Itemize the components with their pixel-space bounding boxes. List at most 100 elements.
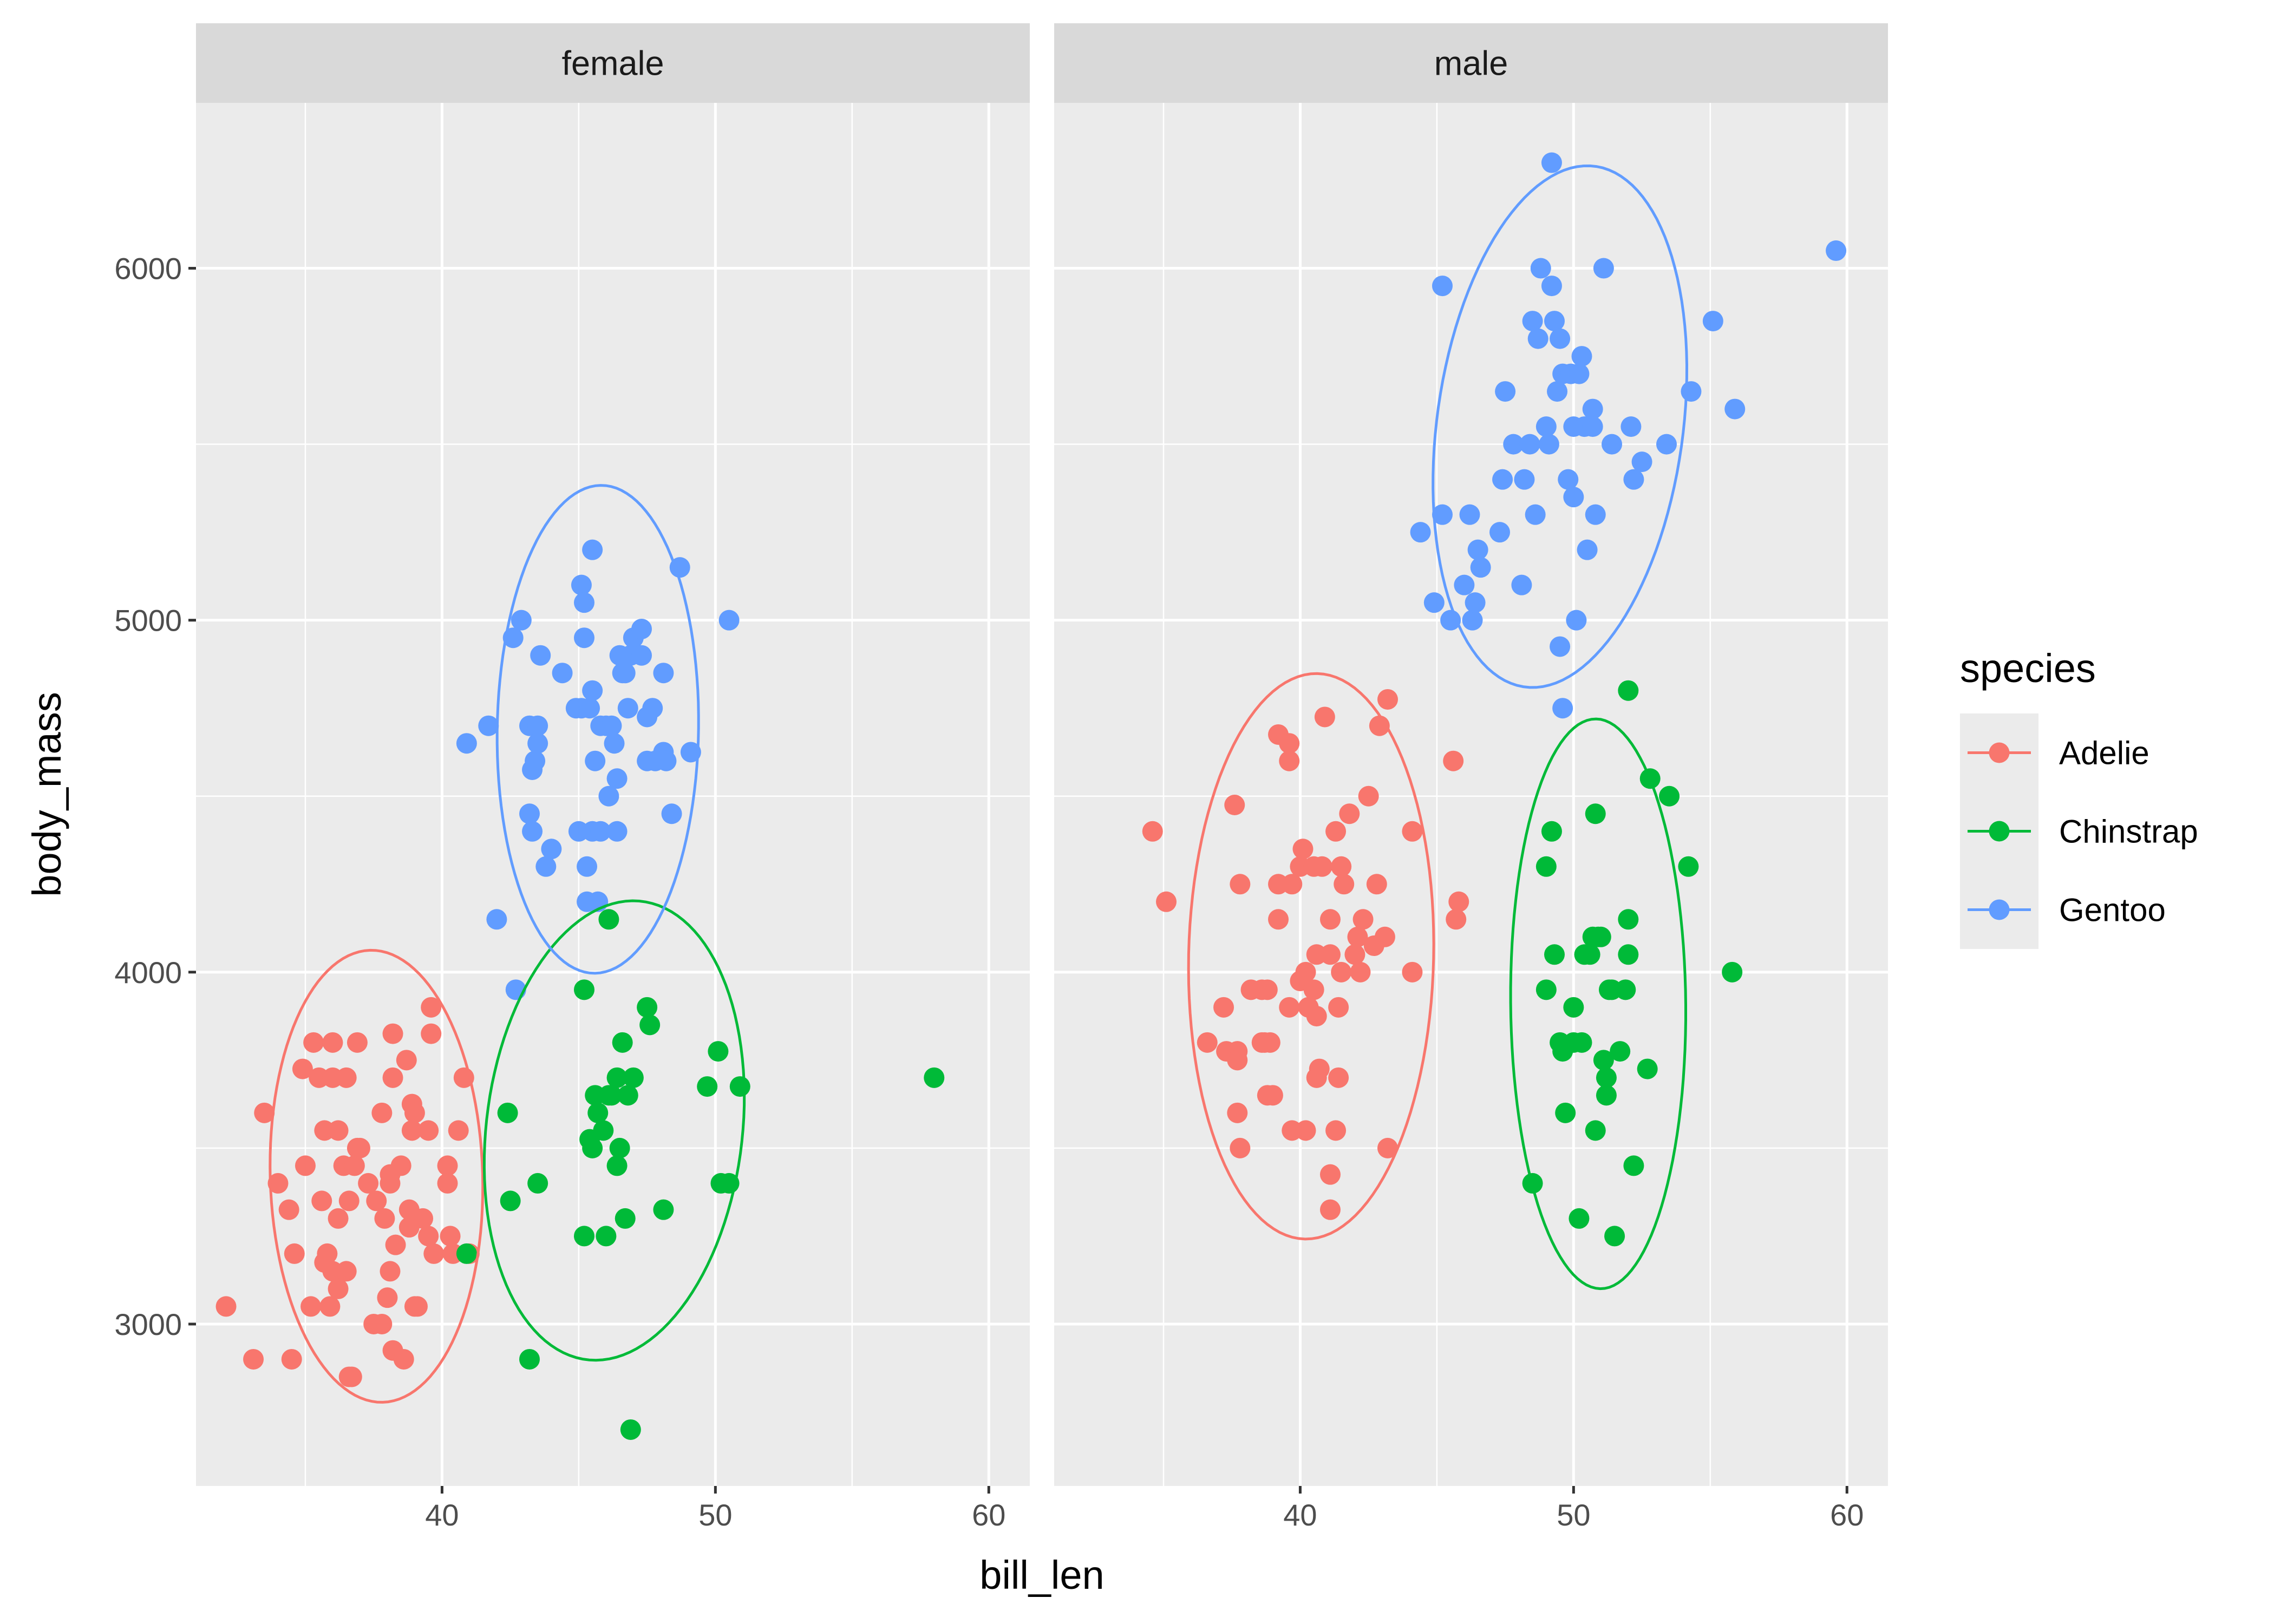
point-chinstrap (1596, 1067, 1617, 1088)
strip-female (196, 23, 1030, 103)
point-chinstrap (582, 1137, 603, 1158)
point-chinstrap (1604, 1226, 1625, 1247)
point-chinstrap (609, 1137, 630, 1158)
point-adelie (292, 1058, 313, 1079)
point-adelie (278, 1199, 299, 1220)
y-axis-title: body_mass (24, 692, 69, 896)
point-adelie (328, 1278, 349, 1299)
point-gentoo (1566, 610, 1587, 631)
point-adelie (1259, 1032, 1280, 1053)
point-adelie (1402, 961, 1423, 983)
point-gentoo (1724, 398, 1746, 420)
point-gentoo (552, 663, 573, 684)
point-gentoo (1623, 469, 1644, 490)
point-adelie (1292, 839, 1314, 860)
point-gentoo (527, 715, 548, 736)
point-adelie (1350, 961, 1371, 983)
point-chinstrap (1585, 1120, 1606, 1141)
point-gentoo (1550, 636, 1571, 657)
ellipse-adelie (269, 948, 485, 1404)
point-gentoo (1462, 610, 1483, 631)
point-adelie (1303, 979, 1324, 1000)
point-adelie (1311, 856, 1332, 877)
point-chinstrap (1596, 1085, 1617, 1106)
point-chinstrap (519, 1348, 540, 1370)
point-gentoo (606, 821, 628, 842)
point-gentoo (1522, 311, 1543, 332)
point-gentoo (1525, 504, 1546, 525)
point-gentoo (530, 645, 551, 666)
point-chinstrap (1637, 1058, 1658, 1079)
point-adelie (1314, 706, 1335, 728)
point-chinstrap (456, 1243, 477, 1264)
point-chinstrap (637, 997, 658, 1018)
point-adelie (303, 1032, 324, 1053)
point-gentoo (1530, 258, 1551, 279)
point-gentoo (680, 742, 701, 763)
point-gentoo (1631, 451, 1652, 473)
point-gentoo (642, 698, 663, 719)
point-chinstrap (593, 1120, 614, 1141)
legend-key-point (1989, 821, 2010, 842)
point-chinstrap (612, 1032, 633, 1053)
point-gentoo (1681, 381, 1702, 402)
point-gentoo (1656, 434, 1677, 455)
point-gentoo (601, 715, 622, 736)
point-gentoo (1492, 469, 1513, 490)
legend-label-chinstrap: Chinstrap (2059, 814, 2198, 850)
point-gentoo (522, 821, 543, 842)
panel-female: female 40 50 60 3000 4000 5000 6000 (114, 23, 1030, 1532)
point-adelie (382, 1067, 403, 1088)
point-gentoo (1465, 592, 1486, 613)
point-chinstrap (1618, 680, 1639, 701)
point-adelie (1334, 874, 1355, 895)
strip-label-female: female (561, 45, 664, 83)
point-adelie (284, 1243, 305, 1264)
point-adelie (1279, 750, 1300, 771)
point-adelie (1331, 961, 1352, 983)
points-female (215, 539, 945, 1440)
point-gentoo (1558, 469, 1579, 490)
point-adelie (338, 1190, 360, 1212)
point-adelie (374, 1208, 395, 1229)
ellipse-adelie (1187, 672, 1435, 1241)
point-adelie (267, 1173, 289, 1194)
point-chinstrap (1541, 821, 1562, 842)
point-gentoo (1582, 416, 1603, 437)
point-adelie (418, 1120, 439, 1141)
point-chinstrap (1678, 856, 1699, 877)
point-adelie (448, 1120, 469, 1141)
point-chinstrap (623, 1067, 644, 1088)
point-gentoo (527, 733, 548, 754)
legend-label-adelie: Adelie (2059, 735, 2149, 771)
point-adelie (1358, 785, 1379, 807)
point-gentoo (1550, 328, 1571, 349)
point-adelie (1446, 909, 1467, 930)
point-chinstrap (1555, 1102, 1576, 1123)
point-adelie (1347, 926, 1368, 947)
point-chinstrap (527, 1173, 548, 1194)
point-chinstrap (617, 1085, 638, 1106)
point-chinstrap (1569, 1208, 1590, 1229)
point-gentoo (1563, 487, 1584, 508)
point-gentoo (1514, 469, 1535, 490)
legend: species Adelie Chinstrap Gentoo (1960, 646, 2198, 949)
point-adelie (347, 1032, 368, 1053)
ellipse-chinstrap (482, 899, 746, 1362)
point-chinstrap (620, 1419, 641, 1440)
point-adelie (385, 1234, 406, 1255)
point-adelie (396, 1050, 417, 1071)
point-adelie (1257, 979, 1278, 1000)
point-adelie (1282, 874, 1303, 895)
point-chinstrap (1535, 856, 1557, 877)
point-gentoo (1538, 434, 1559, 455)
point-adelie (358, 1173, 379, 1194)
point-gentoo (606, 768, 628, 789)
point-chinstrap (708, 1041, 729, 1062)
point-adelie (1230, 874, 1251, 895)
point-adelie (1197, 1032, 1218, 1053)
point-adelie (404, 1102, 425, 1123)
point-chinstrap (1610, 1041, 1631, 1062)
point-gentoo (1547, 381, 1568, 402)
point-chinstrap (1535, 979, 1557, 1000)
